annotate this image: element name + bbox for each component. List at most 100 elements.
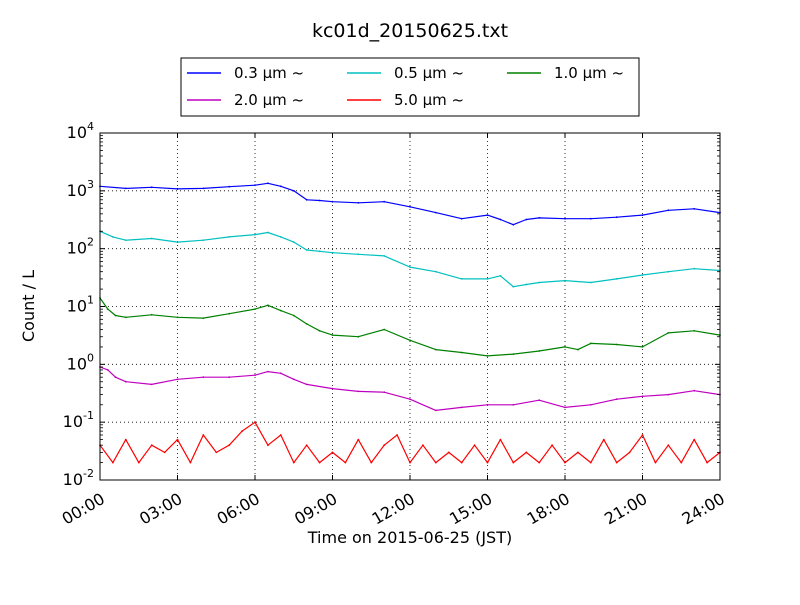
series-line-0 bbox=[99, 182, 721, 226]
series-point bbox=[641, 395, 644, 398]
series-point bbox=[176, 316, 179, 319]
series-point bbox=[150, 444, 153, 447]
legend-box bbox=[180, 57, 640, 117]
series-point bbox=[202, 434, 205, 436]
y-tick-label: 10-1 bbox=[63, 409, 94, 431]
series-point bbox=[693, 389, 696, 392]
legend-label-0: 0.3 μm ~ bbox=[234, 64, 304, 82]
series-point bbox=[331, 200, 334, 203]
series-point bbox=[538, 461, 541, 464]
series-point bbox=[615, 461, 618, 464]
legend-label-4: 5.0 μm ~ bbox=[394, 91, 464, 109]
series-point bbox=[447, 451, 450, 454]
series-point bbox=[615, 398, 618, 401]
series-point bbox=[641, 346, 644, 348]
series-point bbox=[525, 283, 528, 286]
series-point bbox=[434, 409, 437, 412]
series-point bbox=[176, 188, 179, 190]
series-point bbox=[667, 332, 670, 334]
series-point bbox=[641, 274, 644, 276]
series-point bbox=[331, 334, 334, 336]
y-tick-exponent: 4 bbox=[87, 120, 94, 133]
series-point bbox=[499, 218, 502, 221]
series-point bbox=[124, 316, 127, 319]
series-point bbox=[641, 214, 644, 217]
y-tick-base: 10 bbox=[67, 297, 87, 316]
series-point bbox=[383, 444, 386, 447]
y-tick-base: 10 bbox=[67, 181, 87, 200]
y-tick-exponent: -1 bbox=[83, 409, 94, 422]
series-point bbox=[693, 438, 696, 441]
series-point bbox=[228, 444, 231, 447]
series-point bbox=[667, 444, 670, 447]
series-point bbox=[318, 199, 321, 202]
series-point bbox=[305, 383, 308, 386]
series-point bbox=[538, 217, 541, 219]
series-point bbox=[589, 281, 592, 284]
series-point bbox=[305, 323, 308, 325]
series-point bbox=[460, 351, 463, 354]
legend-label-2: 1.0 μm ~ bbox=[554, 64, 624, 82]
series-point bbox=[176, 241, 179, 244]
series-point bbox=[331, 451, 334, 454]
series-point bbox=[538, 399, 541, 402]
y-tick-label: 103 bbox=[67, 178, 94, 200]
y-tick-base: 10 bbox=[67, 354, 87, 373]
y-tick-base: 10 bbox=[67, 123, 87, 142]
series-point bbox=[434, 211, 437, 214]
series-point bbox=[641, 434, 644, 436]
series-point bbox=[486, 214, 489, 217]
series-point bbox=[124, 239, 127, 242]
series-point bbox=[228, 185, 231, 188]
series-point bbox=[564, 217, 566, 220]
series-point bbox=[241, 430, 244, 432]
series-point bbox=[279, 185, 282, 188]
series-point bbox=[370, 461, 373, 464]
series-point bbox=[228, 376, 231, 379]
series-point bbox=[512, 403, 515, 406]
series-point bbox=[409, 266, 411, 268]
series-point bbox=[305, 249, 308, 251]
series-point bbox=[357, 253, 360, 256]
series-point bbox=[331, 251, 334, 254]
series-point bbox=[409, 461, 411, 464]
series-point bbox=[254, 184, 256, 187]
series-point bbox=[538, 350, 541, 352]
y-tick-exponent: 0 bbox=[87, 351, 94, 364]
series-point bbox=[628, 451, 631, 454]
series-point bbox=[706, 461, 708, 464]
series-point bbox=[525, 451, 528, 454]
y-tick-exponent: 1 bbox=[87, 294, 94, 307]
series-point bbox=[318, 461, 321, 464]
series-point bbox=[460, 406, 463, 409]
series-point bbox=[383, 328, 386, 331]
legend-items: 0.3 μm ~ 0.5 μm ~ 1.0 μm ~ 2.0 μm ~ 5.0 μm ~ bbox=[187, 64, 624, 109]
series-layer bbox=[99, 182, 721, 464]
series-point bbox=[267, 182, 269, 185]
series-point bbox=[357, 201, 360, 204]
series-point bbox=[292, 241, 295, 244]
series-point bbox=[292, 189, 295, 192]
series-point bbox=[228, 312, 231, 315]
y-tick-base: 10 bbox=[63, 470, 83, 489]
series-point bbox=[124, 380, 127, 383]
series-point bbox=[305, 198, 308, 201]
series-point bbox=[357, 335, 360, 338]
series-point bbox=[279, 372, 282, 375]
series-point bbox=[486, 403, 489, 406]
series-point bbox=[254, 233, 256, 236]
series-point bbox=[254, 421, 256, 424]
series-point bbox=[383, 200, 386, 203]
series-point bbox=[176, 378, 179, 381]
series-point bbox=[279, 434, 282, 436]
y-tick-label: 104 bbox=[67, 120, 94, 142]
series-point bbox=[409, 205, 411, 208]
y-tick-base: 10 bbox=[63, 412, 83, 431]
series-point bbox=[254, 374, 256, 377]
series-point bbox=[357, 390, 360, 393]
series-point bbox=[114, 376, 117, 379]
series-point bbox=[292, 314, 295, 317]
series-point bbox=[564, 461, 566, 464]
